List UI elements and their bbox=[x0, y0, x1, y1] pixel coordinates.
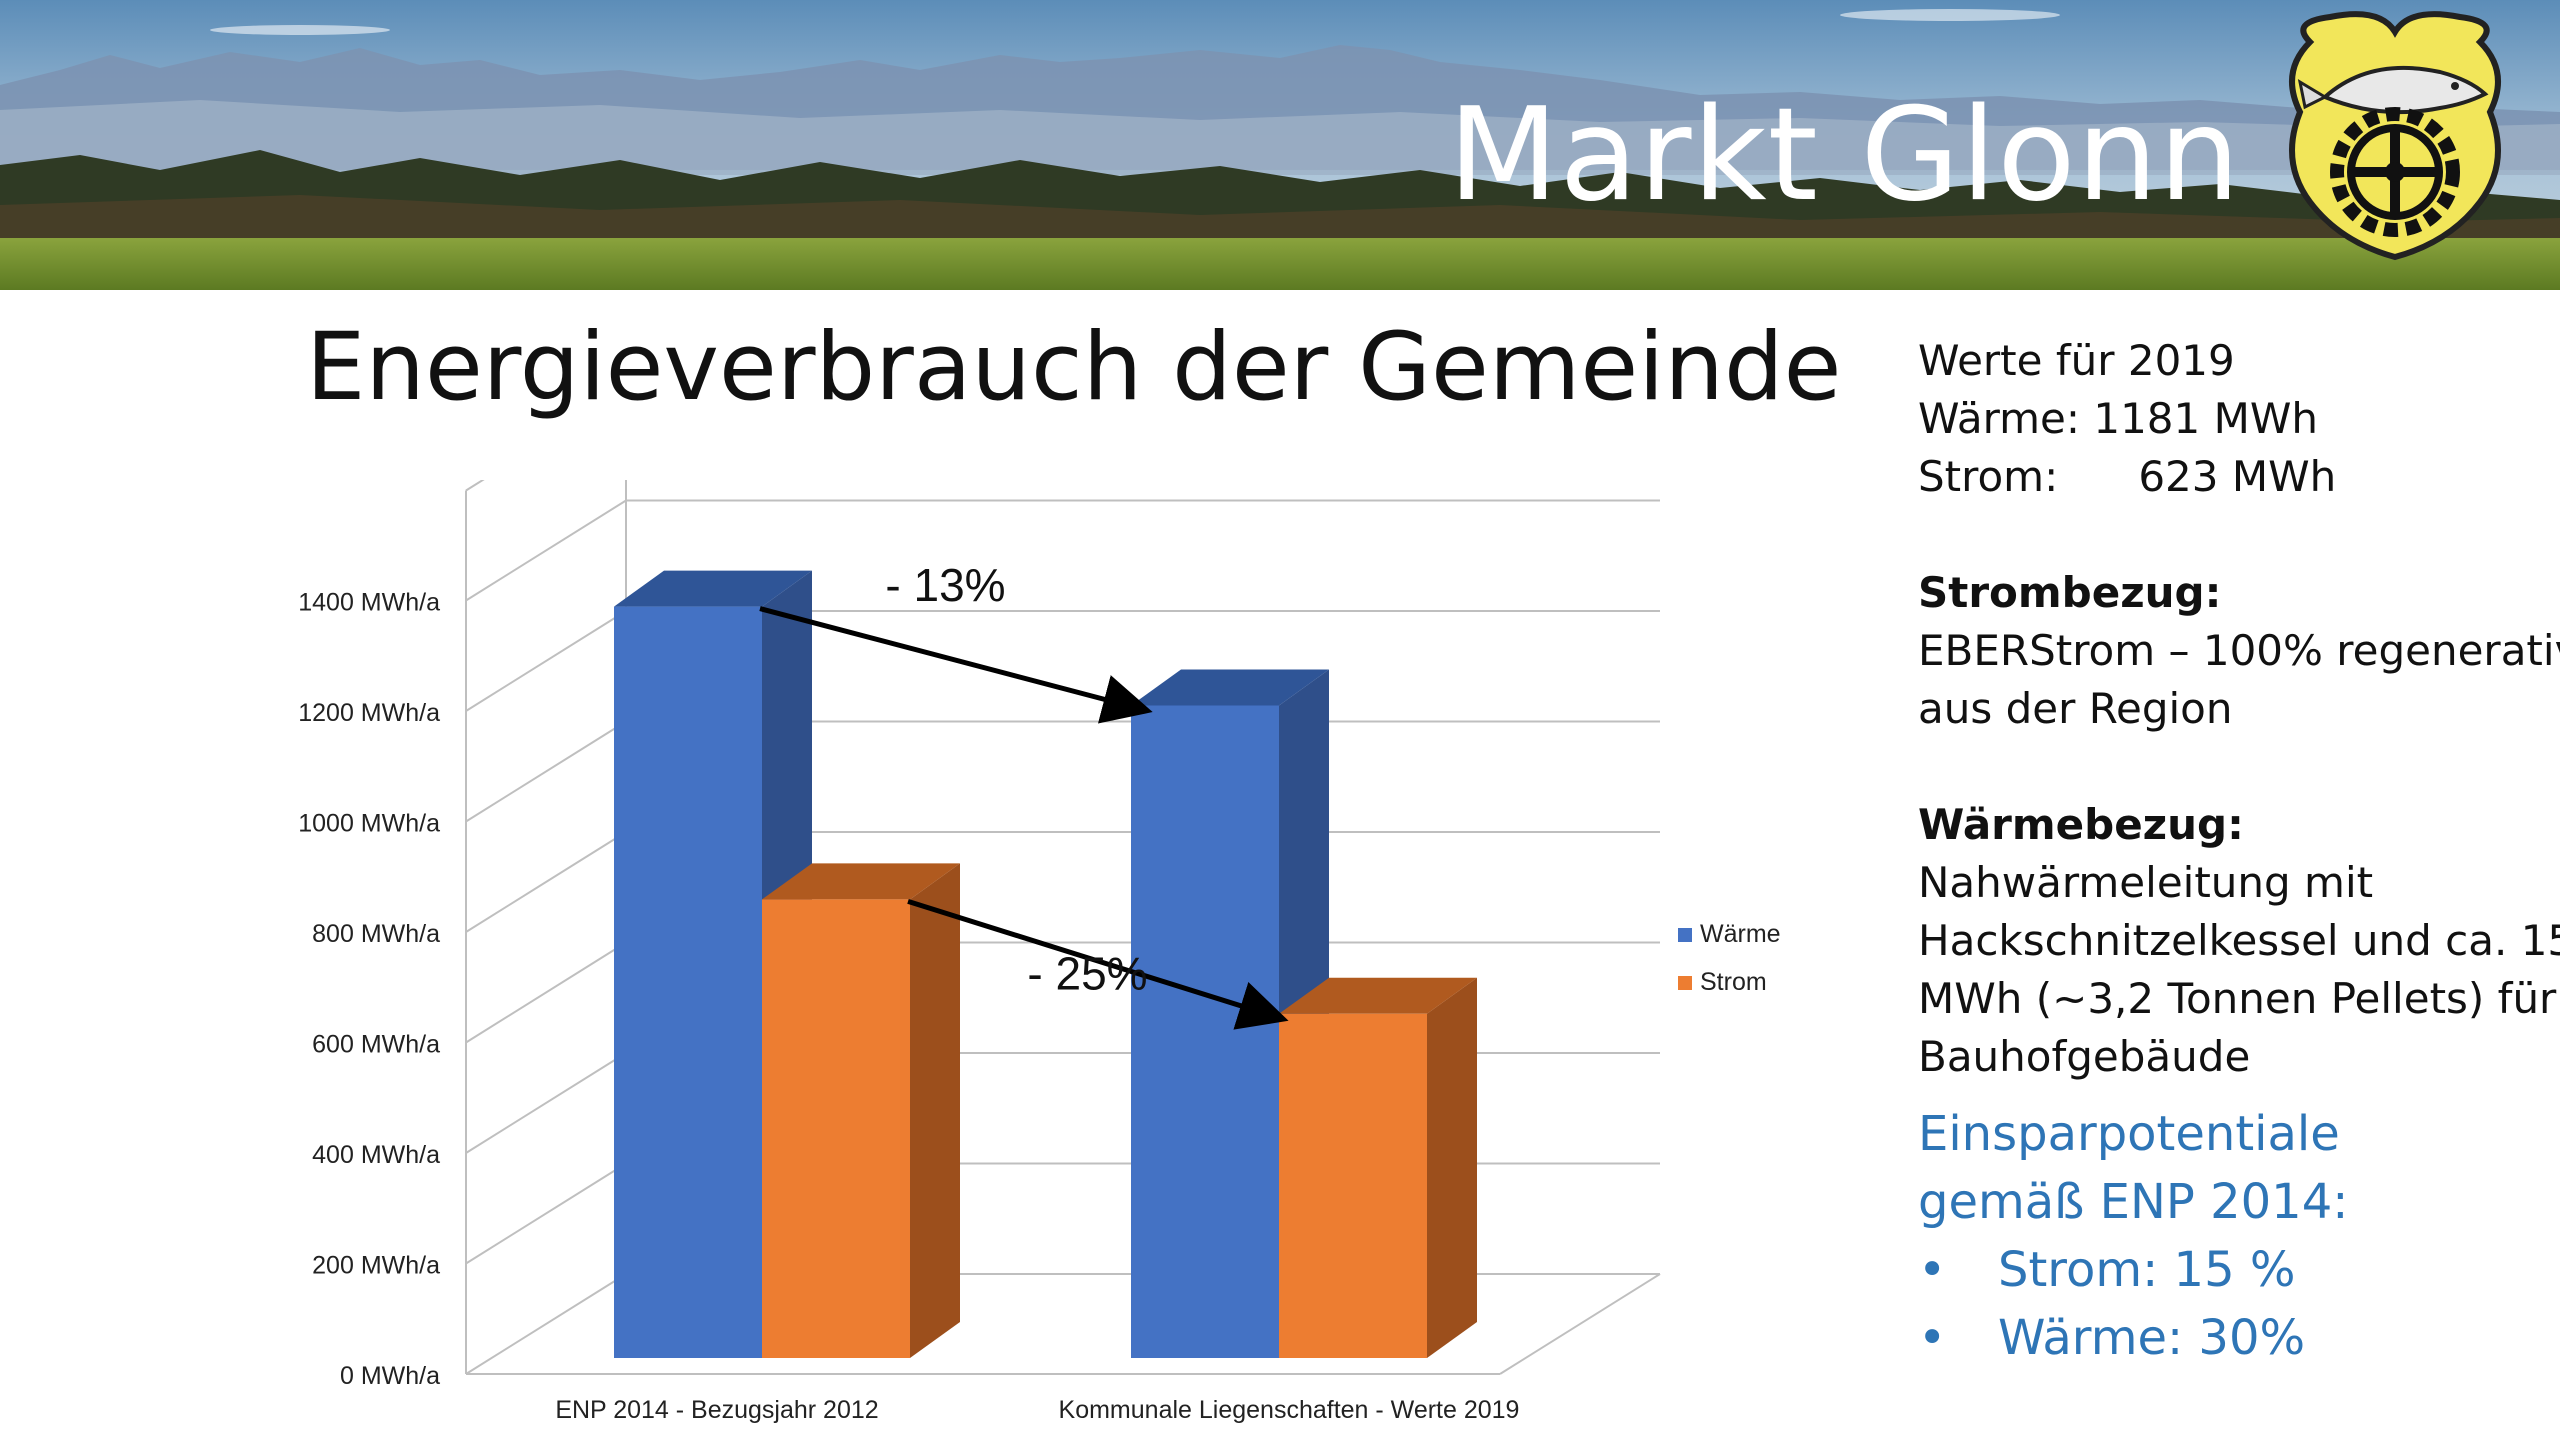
gridline-diagonal bbox=[465, 720, 627, 823]
floor-right-edge bbox=[1499, 1273, 1661, 1375]
waermebezug-text-4: Bauhofgebäude bbox=[1918, 1032, 2251, 1081]
strombezug-text-2: aus der Region bbox=[1918, 684, 2233, 733]
y-tick-label: 200 MWh/a bbox=[312, 1252, 440, 1280]
einspar-heading-2: gemäß ENP 2014: bbox=[1918, 1174, 2349, 1230]
legend-label: Wärme bbox=[1700, 920, 1781, 948]
legend-swatch-wärme bbox=[1678, 928, 1692, 942]
y-tick-label: 400 MWh/a bbox=[312, 1141, 440, 1169]
gridline-diagonal bbox=[465, 1162, 627, 1265]
legend-swatch-strom bbox=[1678, 976, 1692, 990]
waermebezug-text-1: Nahwärmeleitung mit bbox=[1918, 858, 2374, 907]
gridline-diagonal bbox=[465, 499, 627, 602]
waerme-value: Wärme: 1181 MWh bbox=[1918, 394, 2318, 443]
x-tick-label: ENP 2014 - Bezugsjahr 2012 bbox=[555, 1396, 878, 1424]
waermebezug-text-3: MWh (~3,2 Tonnen Pellets) für bbox=[1918, 974, 2557, 1023]
einspar-waerme-item: • Wärme: 30% bbox=[1918, 1304, 2548, 1372]
coat-of-arms-fish-wheel-icon bbox=[2289, 11, 2501, 261]
bar-side-strom bbox=[1427, 977, 1477, 1358]
bar-top-wärme bbox=[1131, 669, 1329, 706]
y-tick-label: 600 MWh/a bbox=[312, 1031, 440, 1059]
header-banner: Markt Glonn bbox=[0, 0, 2560, 290]
brand-title: Markt Glonn bbox=[1448, 81, 2241, 230]
bar-top-wärme bbox=[614, 570, 812, 607]
y-tick-label: 0 MWh/a bbox=[340, 1362, 440, 1390]
side-panel: Werte für 2019 Wärme: 1181 MWh Strom: 62… bbox=[1918, 332, 2560, 1372]
bar-strom bbox=[1279, 1013, 1427, 1358]
energy-consumption-chart: 0 MWh/a 200 MWh/a 400 MWh/a 600 MWh/a 800 MW… bbox=[0, 389, 1830, 1440]
chart-svg: 0 MWh/a 200 MWh/a 400 MWh/a 600 MWh/a 800 MW… bbox=[298, 389, 1781, 1424]
y-tick-label: 800 MWh/a bbox=[312, 920, 440, 948]
y-tick-label: 1200 MWh/a bbox=[298, 699, 440, 727]
reduction-arrow bbox=[907, 899, 1289, 1030]
strom-value: Strom: 623 MWh bbox=[1918, 452, 2337, 501]
strombezug-text-1: EBERStrom – 100% regenerativ bbox=[1918, 626, 2560, 675]
page-title: Energieverbrauch der Gemeinde bbox=[306, 313, 1842, 422]
bar-wärme bbox=[1131, 705, 1279, 1358]
gridline-diagonal bbox=[465, 1052, 627, 1154]
einspar-strom-label: Strom: 15 % bbox=[1998, 1242, 2296, 1298]
y-tick-label: 1000 MWh/a bbox=[298, 810, 440, 838]
annotation-label: - 25% bbox=[1027, 948, 1147, 1000]
einspar-heading-1: Einsparpotentiale bbox=[1918, 1106, 2340, 1162]
einspar-strom-item: • Strom: 15 % bbox=[1918, 1236, 2548, 1304]
bar-side-strom bbox=[910, 863, 960, 1358]
y-tick-label: 1400 MWh/a bbox=[298, 589, 440, 617]
bar-top-strom bbox=[1279, 977, 1477, 1014]
gridline-diagonal bbox=[465, 831, 627, 933]
x-tick-label: Kommunale Liegenschaften - Werte 2019 bbox=[1059, 1396, 1520, 1424]
einspar-waerme-label: Wärme: 30% bbox=[1998, 1310, 2306, 1366]
waermebezug-heading: Wärmebezug: bbox=[1918, 800, 2244, 849]
landscape-banner-image bbox=[0, 0, 2560, 290]
reduction-arrow bbox=[759, 606, 1153, 724]
legend-label: Strom bbox=[1700, 968, 1767, 996]
strombezug-heading: Strombezug: bbox=[1918, 568, 2222, 617]
bar-strom bbox=[762, 899, 910, 1358]
waermebezug-text-2: Hackschnitzelkessel und ca. 15 bbox=[1918, 916, 2560, 965]
bar-top-strom bbox=[762, 863, 960, 900]
gridline-diagonal bbox=[465, 1273, 627, 1375]
bullet-icon: • bbox=[1918, 1310, 1947, 1366]
bar-wärme bbox=[614, 606, 762, 1358]
gridline-diagonal bbox=[465, 389, 627, 492]
annotation-label: - 13% bbox=[885, 559, 1005, 611]
gridline-diagonal bbox=[465, 610, 627, 712]
gridline-diagonal bbox=[465, 941, 627, 1044]
bullet-icon: • bbox=[1918, 1242, 1947, 1298]
values-heading: Werte für 2019 bbox=[1918, 336, 2235, 385]
